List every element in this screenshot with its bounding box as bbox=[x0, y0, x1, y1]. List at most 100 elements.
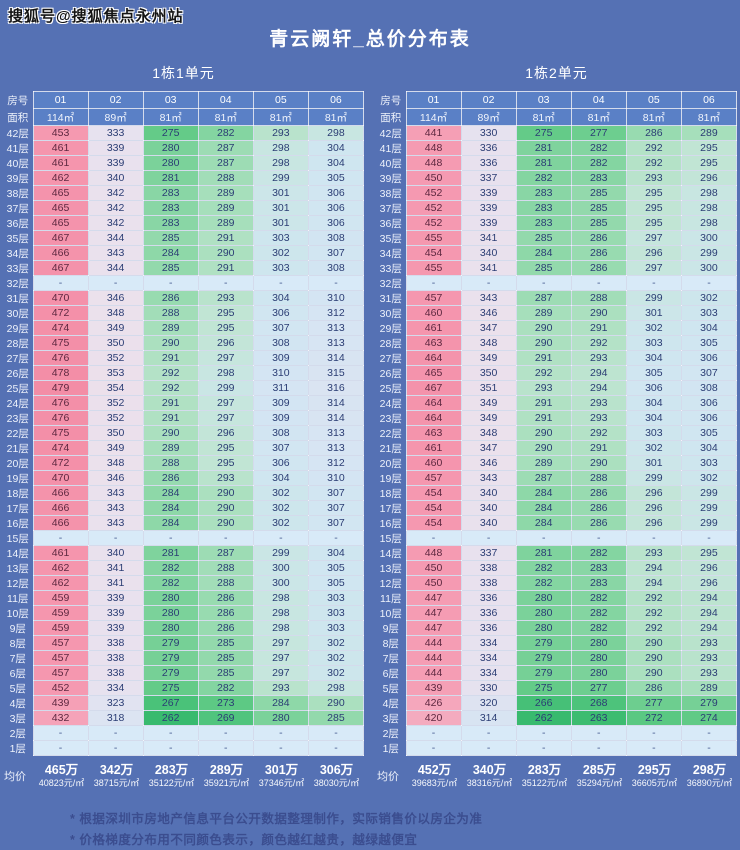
table-row: 3层 432 318 262 269 280 285 bbox=[3, 710, 365, 726]
price-cell: 294 bbox=[570, 380, 627, 396]
table-row: 8层 444 334 279 280 290 293 bbox=[376, 635, 738, 651]
price-cell: 334 bbox=[460, 650, 517, 666]
table-row: 21层 461 347 290 291 302 304 bbox=[376, 440, 738, 456]
price-cell: 420 bbox=[405, 710, 462, 726]
price-cell: 339 bbox=[460, 215, 517, 231]
average-total-price: 295万 bbox=[637, 762, 672, 777]
price-cell: 444 bbox=[405, 650, 462, 666]
price-cell: 338 bbox=[460, 575, 517, 591]
price-cell: 309 bbox=[252, 410, 309, 426]
price-cell: 300 bbox=[252, 575, 309, 591]
price-cell: 303 bbox=[307, 605, 365, 621]
tables-row: 1栋1单元 房号 01 02 03 04 05 06 面积 114㎡ 89㎡ 81㎡ 81㎡ 81㎡ 81… bbox=[0, 63, 740, 795]
price-cell: 292 bbox=[142, 380, 199, 396]
price-cell: 305 bbox=[625, 365, 682, 381]
price-cell: 277 bbox=[570, 680, 627, 696]
price-cell: 293 bbox=[625, 545, 682, 561]
price-cell: 314 bbox=[307, 350, 365, 366]
price-cell: 306 bbox=[307, 185, 365, 201]
price-cell: 262 bbox=[142, 710, 199, 726]
price-cell: 455 bbox=[405, 260, 462, 276]
price-cell: 287 bbox=[197, 545, 254, 561]
table-row: 1层 - - - - - - bbox=[3, 740, 365, 756]
price-cell: 444 bbox=[405, 635, 462, 651]
price-cell: 298 bbox=[197, 365, 254, 381]
table-row: 13层 462 341 282 288 300 305 bbox=[3, 560, 365, 576]
table-row: 40层 448 336 281 282 292 295 bbox=[376, 155, 738, 171]
price-cell: 459 bbox=[32, 590, 89, 606]
area-header: 81㎡ bbox=[307, 108, 365, 126]
price-cell: 341 bbox=[87, 575, 144, 591]
price-cell: 298 bbox=[252, 155, 309, 171]
price-cell: 285 bbox=[197, 650, 254, 666]
price-cell: 285 bbox=[307, 710, 365, 726]
floor-label: 41层 bbox=[379, 142, 402, 155]
price-cell: 297 bbox=[197, 395, 254, 411]
price-cell: 343 bbox=[460, 470, 517, 486]
floor-label: 10层 bbox=[6, 607, 29, 620]
area-label: 面积 bbox=[380, 111, 402, 124]
table-row: 5层 439 330 275 277 286 289 bbox=[376, 680, 738, 696]
price-cell: 314 bbox=[307, 410, 365, 426]
price-cell: 301 bbox=[252, 185, 309, 201]
price-cell: 285 bbox=[197, 635, 254, 651]
floor-label: 26层 bbox=[379, 367, 402, 380]
price-cell: 283 bbox=[570, 560, 627, 576]
floor-label: 32层 bbox=[6, 277, 29, 290]
price-cell: 290 bbox=[515, 425, 572, 441]
floor-label: 42层 bbox=[379, 127, 402, 140]
floor-label: 21层 bbox=[6, 442, 29, 455]
price-cell: 297 bbox=[197, 350, 254, 366]
table-row: 20层 472 348 288 295 306 312 bbox=[3, 455, 365, 471]
price-cell: 280 bbox=[252, 710, 309, 726]
price-cell: 286 bbox=[570, 260, 627, 276]
average-total-price: 306万 bbox=[319, 762, 354, 777]
table-row: 20层 460 346 289 290 301 303 bbox=[376, 455, 738, 471]
table-row: 8层 457 338 279 285 297 302 bbox=[3, 635, 365, 651]
price-cell: 352 bbox=[87, 395, 144, 411]
price-cell: 432 bbox=[32, 710, 89, 726]
price-cell: 305 bbox=[680, 425, 738, 441]
floor-label: 21层 bbox=[379, 442, 402, 455]
price-cell: - bbox=[460, 740, 517, 756]
price-cell: 280 bbox=[570, 665, 627, 681]
price-cell: - bbox=[680, 740, 738, 756]
price-cell: 461 bbox=[32, 140, 89, 156]
price-cell: - bbox=[405, 725, 462, 741]
floor-label: 33层 bbox=[6, 262, 29, 275]
price-cell: 294 bbox=[570, 365, 627, 381]
price-cell: 298 bbox=[307, 125, 365, 141]
floor-label: 13层 bbox=[379, 562, 402, 575]
price-cell: - bbox=[570, 740, 627, 756]
column-header: 03 bbox=[515, 91, 572, 109]
price-cell: 338 bbox=[87, 650, 144, 666]
price-cell: 448 bbox=[405, 155, 462, 171]
area-header: 114㎡ bbox=[32, 108, 89, 126]
floor-label: 16层 bbox=[379, 517, 402, 530]
price-cell: 286 bbox=[570, 245, 627, 261]
price-cell: 283 bbox=[142, 215, 199, 231]
price-cell: 461 bbox=[32, 155, 89, 171]
price-cell: 299 bbox=[252, 545, 309, 561]
price-cell: 304 bbox=[680, 440, 738, 456]
price-cell: - bbox=[680, 725, 738, 741]
price-cell: 308 bbox=[680, 380, 738, 396]
table-row: 36层 452 339 283 285 295 298 bbox=[376, 215, 738, 231]
price-cell: 307 bbox=[307, 515, 365, 531]
price-cell: 313 bbox=[307, 320, 365, 336]
table-row: 28层 463 348 290 292 303 305 bbox=[376, 335, 738, 351]
average-unit-price: 36890元/㎡ bbox=[686, 778, 733, 789]
table-row: 31层 470 346 286 293 304 310 bbox=[3, 290, 365, 306]
price-cell: 460 bbox=[405, 455, 462, 471]
price-cell: 286 bbox=[570, 485, 627, 501]
floor-label: 22层 bbox=[6, 427, 29, 440]
price-cell: 283 bbox=[570, 575, 627, 591]
price-cell: 454 bbox=[405, 515, 462, 531]
price-cell: - bbox=[625, 530, 682, 546]
floor-label: 24层 bbox=[379, 397, 402, 410]
price-cell: 447 bbox=[405, 620, 462, 636]
price-cell: 282 bbox=[197, 680, 254, 696]
table-row: 25层 467 351 293 294 306 308 bbox=[376, 380, 738, 396]
price-cell: 288 bbox=[197, 170, 254, 186]
average-total-price: 289万 bbox=[209, 762, 244, 777]
